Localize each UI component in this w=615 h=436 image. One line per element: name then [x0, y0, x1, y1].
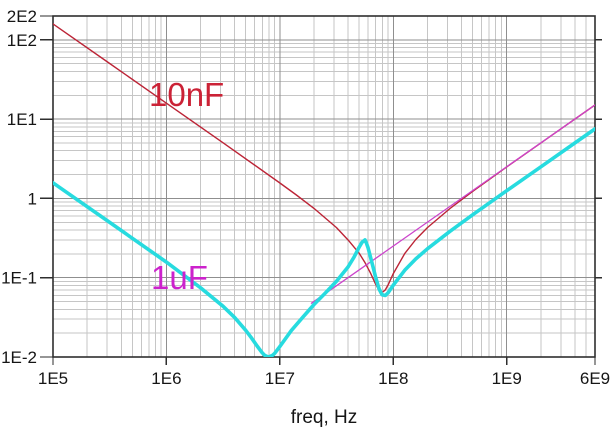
minor-gridlines [53, 16, 595, 357]
x-tick-label: 1E6 [151, 369, 181, 388]
x-axis-title: freq, Hz [291, 407, 358, 428]
plot-frame [52, 15, 596, 358]
tick-labels: 1E5 1E6 1E7 1E8 1E9 6E9 2E2 1E2 1E1 1 1E-1 1E-2 [1, 7, 610, 388]
major-gridlines [53, 16, 595, 357]
y-tick-label: 1 [28, 189, 37, 208]
curve-label-10nF: 10nF [149, 76, 224, 113]
curve-labels: 10nF 1uF [149, 76, 224, 296]
axis-ticks [40, 15, 602, 365]
y-tick-label: 1E1 [7, 110, 37, 129]
series-curve-asymptote [310, 104, 595, 304]
series-curve-1uF [53, 127, 595, 357]
x-tick-label: 1E9 [492, 369, 522, 388]
data-curves [53, 23, 595, 357]
x-tick-label: 1E7 [265, 369, 295, 388]
curve-label-1uF: 1uF [151, 259, 208, 296]
y-tick-label: 1E-2 [1, 348, 37, 367]
x-tick-label: 1E8 [378, 369, 408, 388]
y-tick-label: 1E-1 [1, 269, 37, 288]
y-tick-label: 1E2 [7, 31, 37, 50]
x-tick-label: 6E9 [580, 369, 610, 388]
y-tick-label: 2E2 [7, 7, 37, 26]
x-tick-label: 1E5 [38, 369, 68, 388]
